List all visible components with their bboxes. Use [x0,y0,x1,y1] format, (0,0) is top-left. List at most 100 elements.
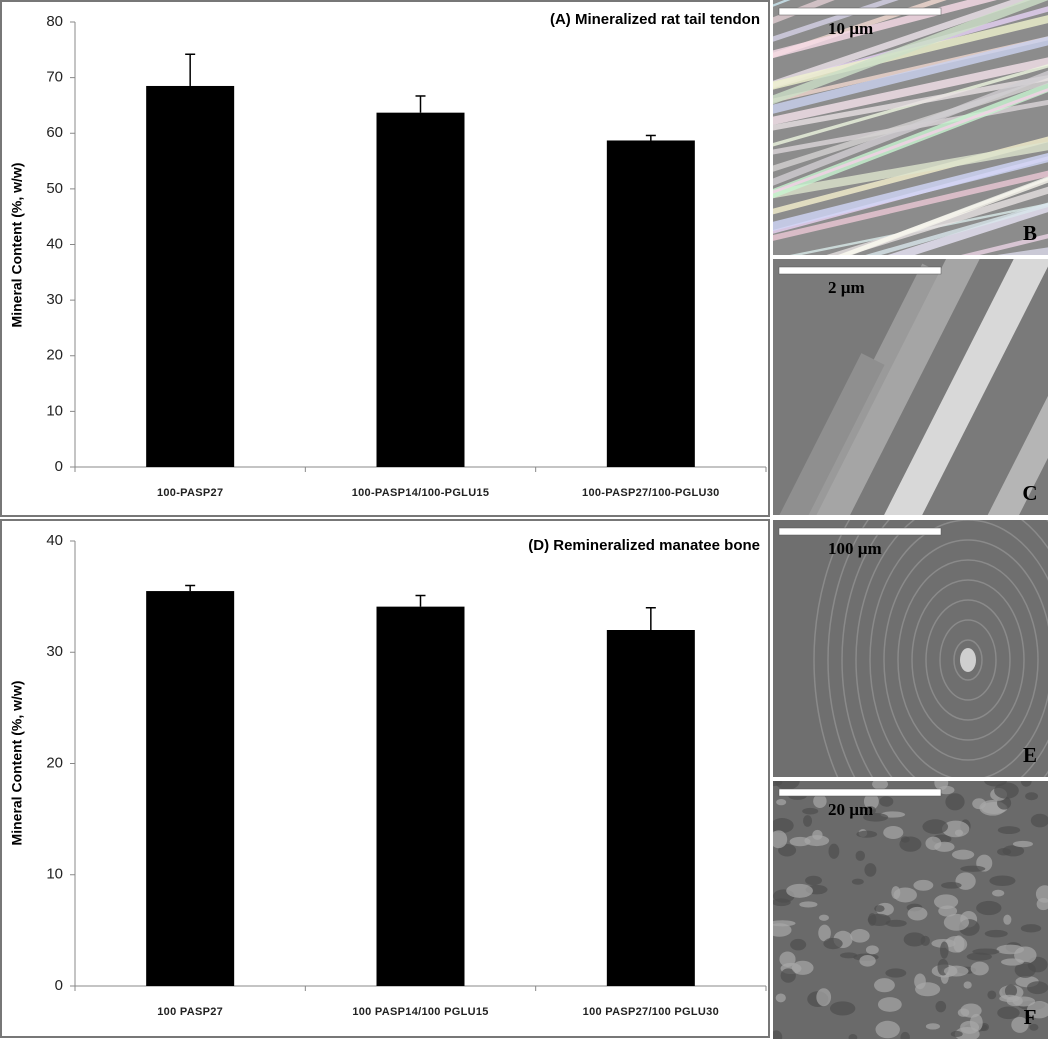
bump [994,782,1019,799]
scale-label: 2 µm [828,278,865,297]
ring [883,539,1048,777]
fiber [837,177,1048,255]
bump [774,781,800,790]
fiber [865,202,1048,255]
chart-title: (A) Mineralized rat tail tendon [550,11,760,28]
fiber [773,75,1048,131]
ring [925,599,1011,721]
bump [780,968,796,983]
y-tick-label: 80 [46,13,63,30]
panel-letter: C [1022,481,1037,505]
bump [1026,1001,1048,1019]
bump [773,1030,783,1039]
bump [943,913,970,931]
y-tick-label: 0 [55,977,63,994]
bump [804,835,830,847]
micrograph-bg [773,520,1048,777]
fiber [773,36,1048,114]
fiber [773,170,1048,241]
bump [802,807,819,815]
scale-bar [778,527,942,536]
bump [899,836,922,852]
y-tick-label: 50 [46,180,63,197]
bump [885,919,907,927]
x-tick-label: 100 PASP27/100 PGLU30 [583,1006,719,1018]
bump [1027,981,1048,995]
bump [945,793,965,811]
bump [1036,897,1048,911]
bump [954,829,964,837]
fiber [960,233,1048,255]
fiber [773,88,1048,194]
micrograph: 100 µm E [773,520,1048,777]
bump [941,882,962,889]
bump [790,938,807,951]
bump [893,887,917,903]
bump [773,923,792,937]
bump [970,961,989,976]
bump [976,900,1002,916]
micrograph-texture [773,781,1048,1039]
bump [915,982,941,997]
fiber [773,0,835,24]
micrograph-texture [773,259,1048,515]
bump [997,848,1012,856]
bump [951,849,975,860]
bump [816,988,832,1007]
bar [146,85,235,467]
fiber [773,0,1048,105]
y-tick-label: 10 [46,866,63,883]
bump [855,850,866,862]
bump [773,818,794,834]
bump [803,815,813,827]
bump [874,905,885,912]
bump [851,878,864,885]
micrograph: 20 µm F [773,781,1048,1039]
bump [840,952,858,959]
bump [963,981,972,989]
bump [938,785,955,795]
bump [1011,1016,1029,1033]
scale-bar [778,7,942,16]
bump [953,935,965,953]
x-tick-label: 100 PASP14/100 PGLU15 [352,1006,488,1018]
bar [146,591,235,986]
bump [875,1020,900,1039]
bump [786,883,813,898]
x-tick-label: 100-PASP14/100-PGLU15 [352,487,490,499]
panel-letter: F [1024,1005,1037,1029]
bump [997,826,1021,835]
bump [1014,961,1036,978]
bar [606,630,695,986]
y-axis-label: Mineral Content (%, w/w) [9,163,25,328]
bump [997,1006,1020,1020]
scale-label: 100 µm [828,539,882,558]
bump [773,920,796,927]
bump [818,924,831,942]
ring [869,520,1048,777]
bump [984,929,1008,938]
bump [984,781,1007,787]
fiber [773,0,899,42]
bump [943,965,969,977]
bump [992,889,1005,897]
micrograph-texture [773,520,1048,777]
bump [1004,984,1018,998]
fiber [773,152,1048,232]
bump [925,836,942,850]
fiber [773,0,997,59]
bump [960,865,986,872]
bump [1025,792,1039,801]
bump [773,830,788,849]
y-tick-label: 30 [46,291,63,308]
bump [1012,996,1036,1007]
bump [865,945,879,955]
fiber [773,15,1048,90]
canal [960,648,976,672]
bump [972,948,1000,955]
x-tick-label: 100 PASP27 [157,1006,223,1018]
bump [868,913,877,926]
scale-bar [778,788,942,797]
scale-bar [778,266,942,275]
bump [1020,781,1032,787]
